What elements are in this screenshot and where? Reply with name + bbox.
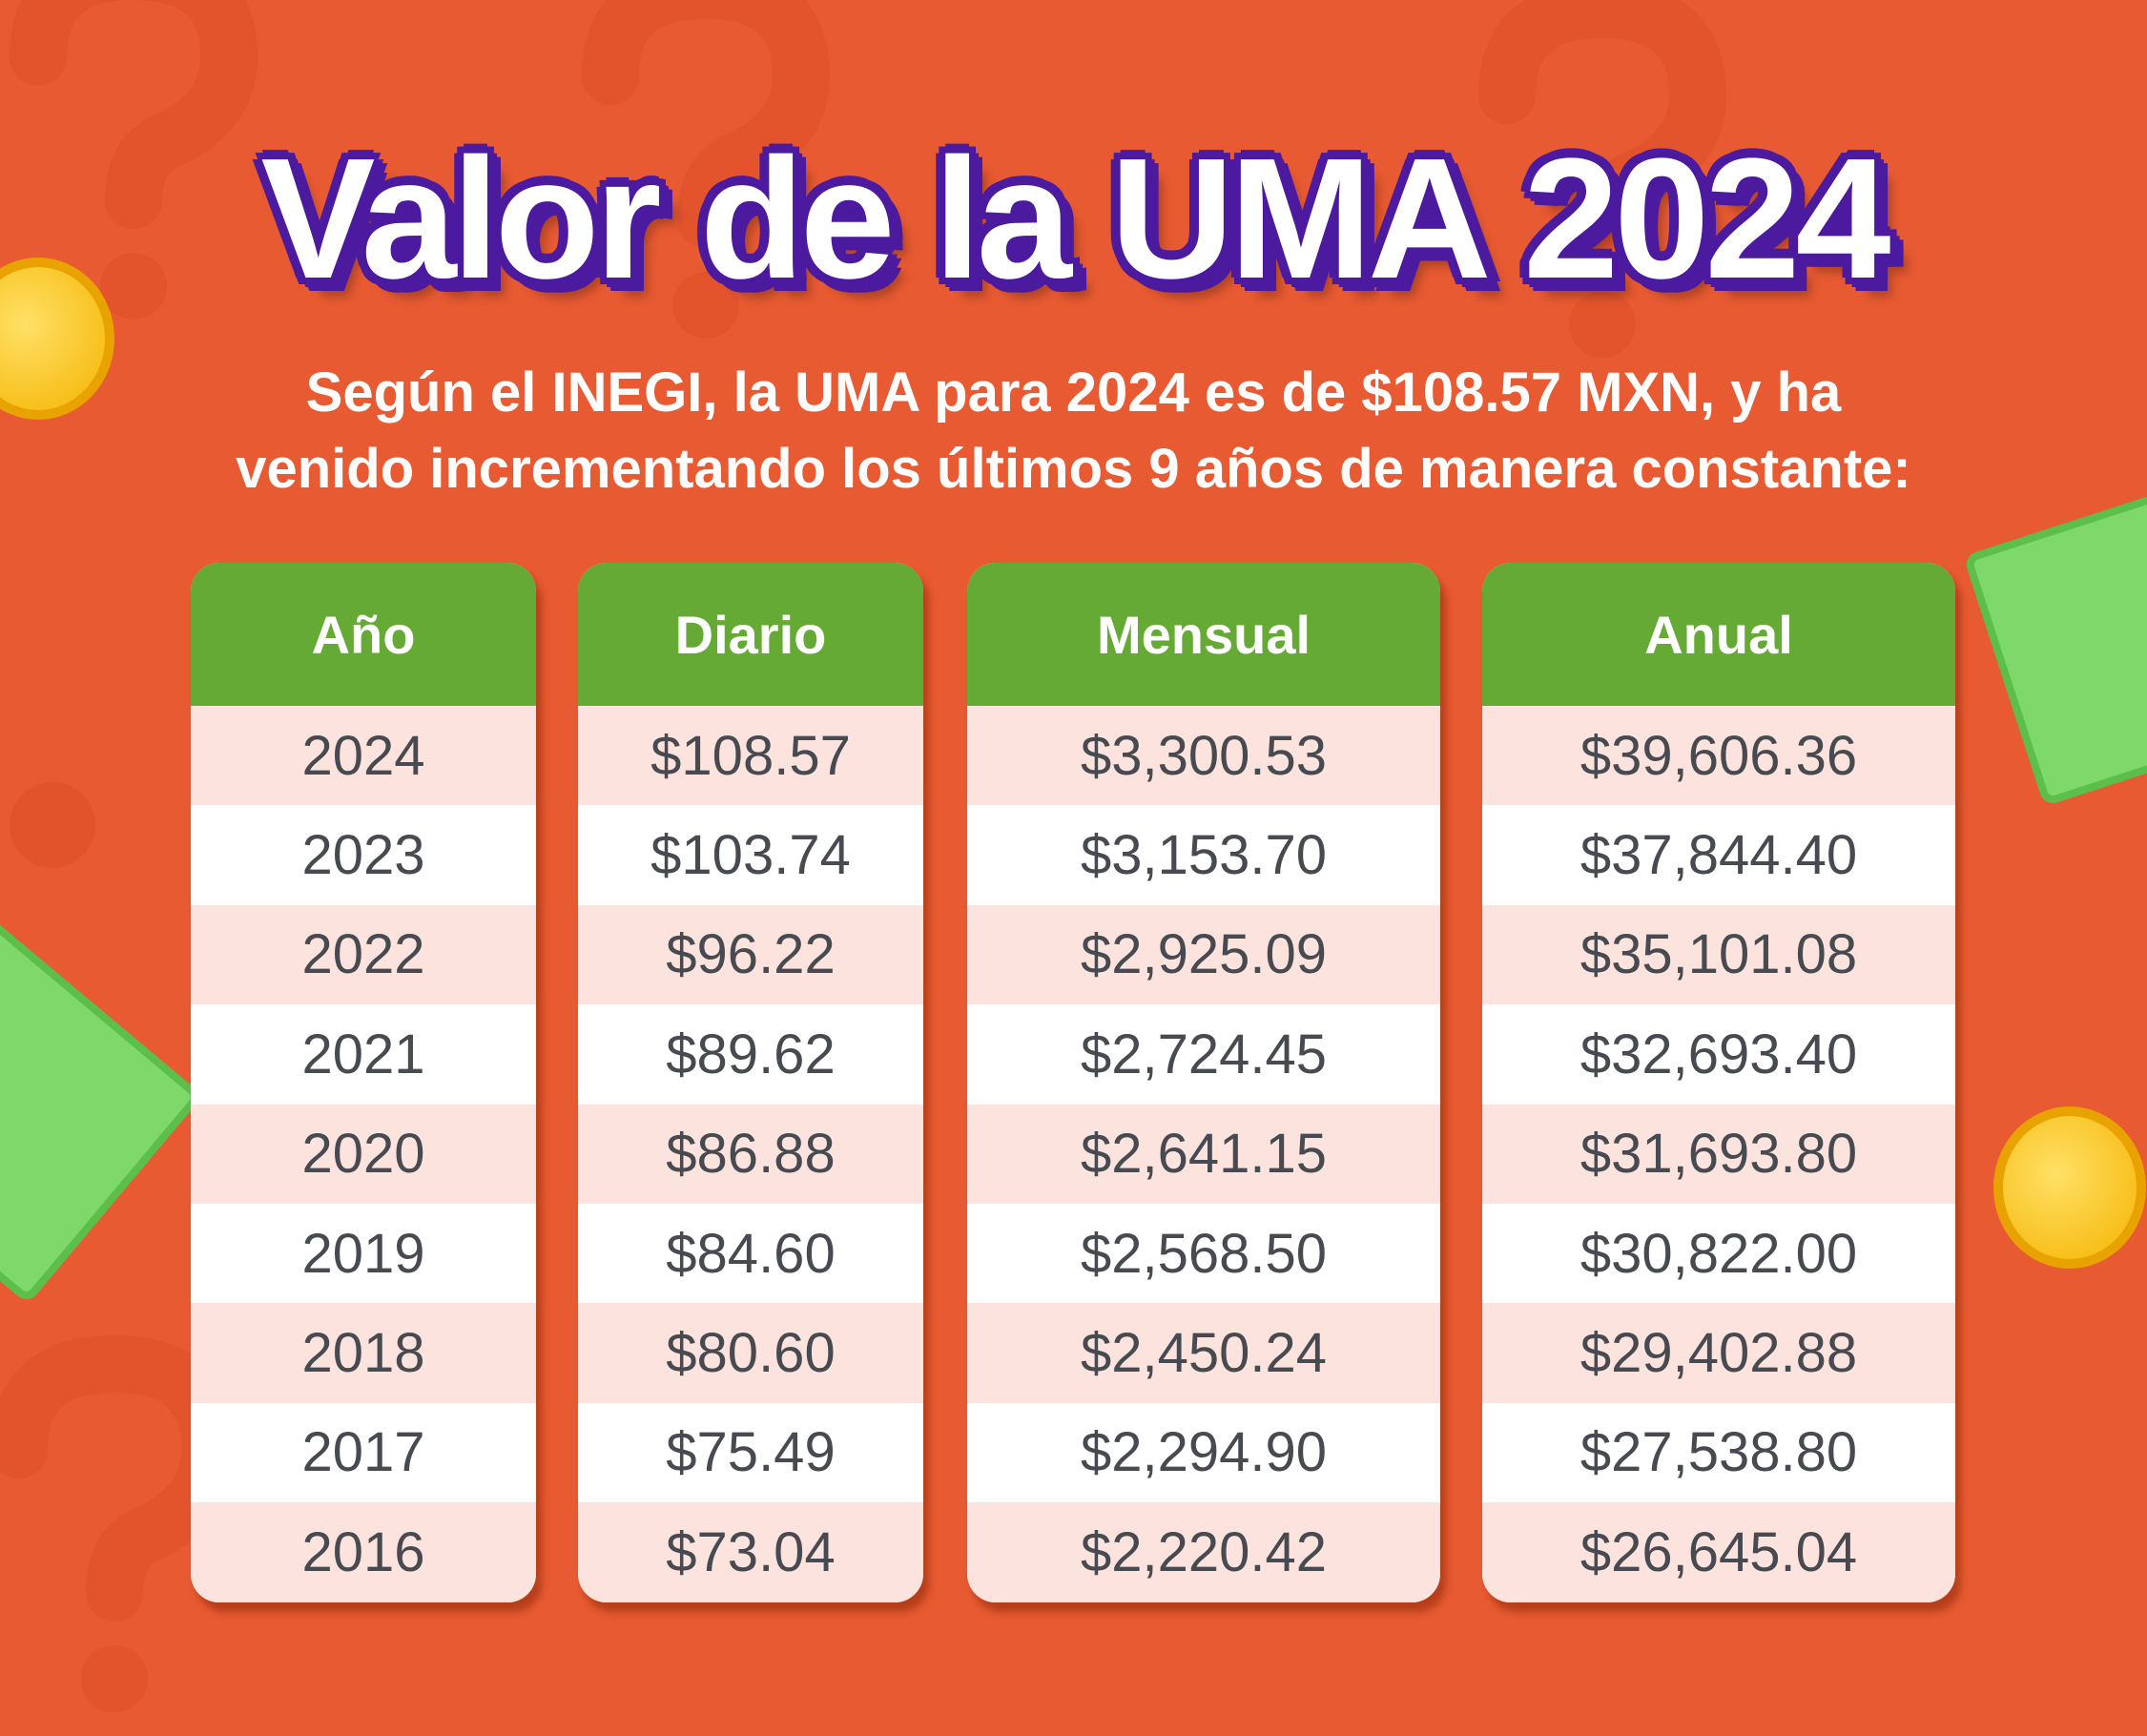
- table-cell: $89.62: [666, 1023, 836, 1085]
- table-cell: $27,538.80: [1579, 1421, 1858, 1484]
- page-title: Valor de la UMA 2024: [260, 123, 1890, 315]
- table-cell: 2019: [301, 1222, 425, 1285]
- column-daily: Diario $108.57 $103.74 $96.22 $89.62 $86.88 $8…: [578, 563, 923, 1602]
- table-cell: $29,402.88: [1482, 1303, 1955, 1403]
- column-body: 2024 2023 2022 2021 2020 2019 2018 2017 2016: [191, 706, 536, 1602]
- table-cell: 2021: [301, 1023, 425, 1085]
- table-cell: $73.04: [578, 1502, 923, 1602]
- table-cell: $75.49: [666, 1421, 836, 1484]
- coin-icon: [1993, 1106, 2146, 1269]
- column-header: Anual: [1482, 563, 1955, 706]
- table-cell: $103.74: [650, 824, 851, 887]
- question-mark-decoration: [582, 0, 831, 339]
- table-cell: $37,844.40: [1579, 824, 1858, 887]
- subtitle-line-2: venido incrementando los últimos 9 años …: [236, 438, 1911, 500]
- table-cell: 2017: [301, 1421, 425, 1484]
- table-cell: $2,220.42: [967, 1502, 1440, 1602]
- question-mark-decoration: [10, 0, 258, 320]
- column-body: $108.57 $103.74 $96.22 $89.62 $86.88 $84.60 $8…: [578, 706, 923, 1602]
- table-cell: $2,568.50: [1080, 1222, 1328, 1285]
- table-cell: $32,693.40: [1579, 1023, 1858, 1085]
- question-mark-decoration: [1478, 0, 1727, 358]
- dot-decoration: [10, 782, 95, 868]
- subtitle-line-1: Según el INEGI, la UMA para 2024 es de $…: [305, 362, 1842, 424]
- table-cell: $3,153.70: [1080, 824, 1328, 887]
- column-year: Año 2024 2023 2022 2021 2020 2019 2018 2017 2016: [191, 563, 536, 1602]
- column-annual: Anual $39,606.36 $37,844.40 $35,101.08 $32,6…: [1482, 563, 1955, 1602]
- bill-icon: [1963, 486, 2147, 807]
- bill-icon: [0, 914, 204, 1305]
- table-cell: $86.88: [578, 1104, 923, 1204]
- table-cell: $31,693.80: [1482, 1104, 1955, 1204]
- table-cell: $2,641.15: [967, 1104, 1440, 1204]
- table-cell: $108.57: [578, 706, 923, 806]
- subtitle: Según el INEGI, la UMA para 2024 es de $…: [0, 355, 2147, 507]
- table-cell: 2024: [191, 706, 536, 806]
- table-cell: $2,294.90: [1080, 1421, 1328, 1484]
- table-cell: $80.60: [578, 1303, 923, 1403]
- table-cell: $3,300.53: [967, 706, 1440, 806]
- table-cell: 2023: [301, 824, 425, 887]
- table-cell: $35,101.08: [1482, 904, 1955, 1005]
- table-cell: $30,822.00: [1579, 1222, 1858, 1285]
- column-monthly: Mensual $3,300.53 $3,153.70 $2,925.09 $2,724…: [967, 563, 1440, 1602]
- table-cell: $2,724.45: [1080, 1023, 1328, 1085]
- table-cell: $2,450.24: [967, 1303, 1440, 1403]
- table-cell: $26,645.04: [1482, 1502, 1955, 1602]
- column-body: $3,300.53 $3,153.70 $2,925.09 $2,724.45 $2,6…: [967, 706, 1440, 1602]
- table-cell: 2022: [191, 904, 536, 1005]
- table-cell: $96.22: [578, 904, 923, 1005]
- column-body: $39,606.36 $37,844.40 $35,101.08 $32,693.40…: [1482, 706, 1955, 1602]
- table-cell: $2,925.09: [967, 904, 1440, 1005]
- column-header: Año: [191, 563, 536, 706]
- table-cell: 2018: [191, 1303, 536, 1403]
- table-cell: 2020: [191, 1104, 536, 1204]
- table-cell: $84.60: [666, 1222, 836, 1285]
- table-cell: $39,606.36: [1482, 706, 1955, 806]
- column-header: Diario: [578, 563, 923, 706]
- column-header: Mensual: [967, 563, 1440, 706]
- table-cell: 2016: [191, 1502, 536, 1602]
